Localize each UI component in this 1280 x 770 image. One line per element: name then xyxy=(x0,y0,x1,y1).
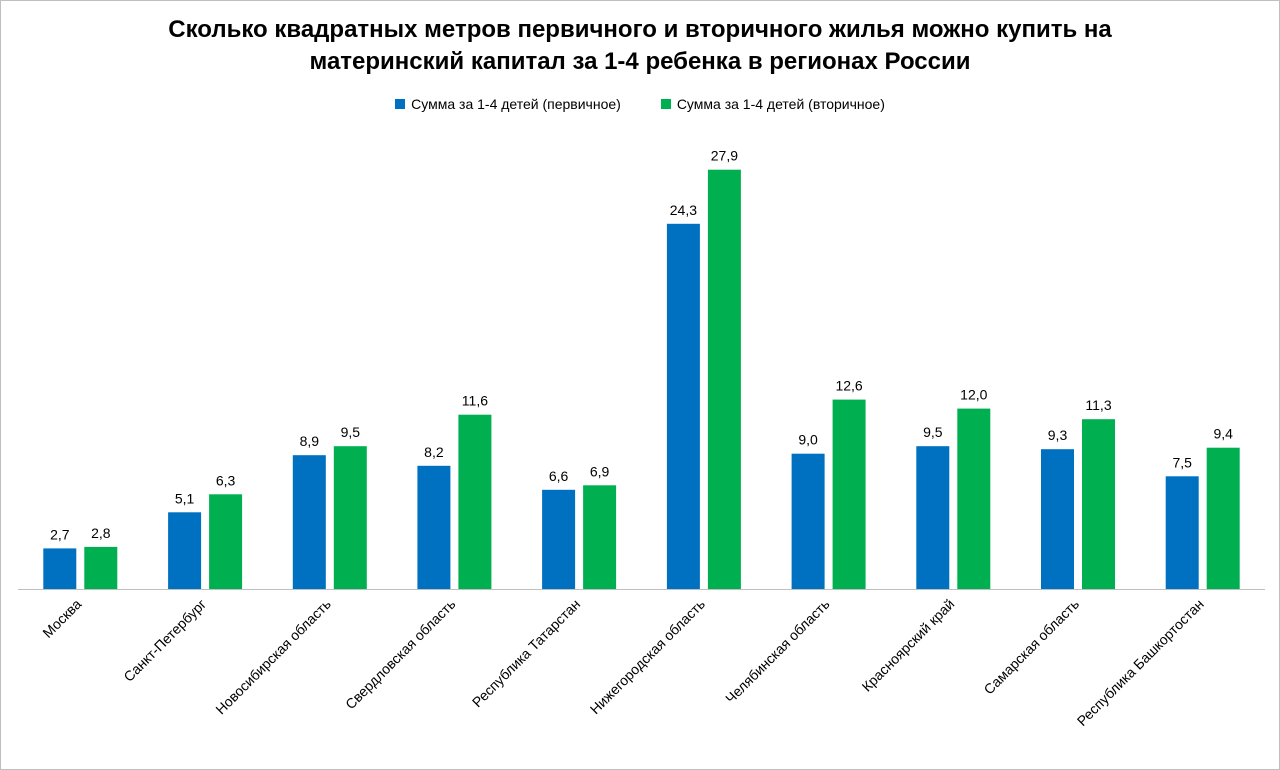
chart-legend: Сумма за 1-4 детей (первичное) Сумма за … xyxy=(0,96,1280,112)
legend-label-secondary: Сумма за 1-4 детей (вторичное) xyxy=(676,96,885,112)
data-label-secondary-4: 6,9 xyxy=(590,463,610,479)
chart-title: Сколько квадратных метров первичного и в… xyxy=(0,14,1280,78)
chart-title-line-1: Сколько квадратных метров первичного и в… xyxy=(168,16,1112,43)
data-label-primary-1: 5,1 xyxy=(175,490,195,506)
legend-item-secondary: Сумма за 1-4 детей (вторичное) xyxy=(660,96,885,112)
category-label-5: Нижегородская область xyxy=(587,596,708,717)
category-label-3: Свердловская область xyxy=(342,596,458,712)
category-label-9: Республика Башкортостан xyxy=(1074,596,1207,729)
legend-label-primary: Сумма за 1-4 детей (первичное) xyxy=(411,96,621,112)
bar-primary-9 xyxy=(1165,476,1199,589)
bar-secondary-6 xyxy=(832,399,866,589)
data-label-primary-9: 7,5 xyxy=(1172,454,1192,470)
category-label-0: Москва xyxy=(39,596,84,641)
legend-swatch-primary xyxy=(395,99,406,109)
data-label-primary-3: 8,2 xyxy=(424,444,444,460)
bar-primary-8 xyxy=(1041,449,1074,589)
data-label-secondary-5: 27,9 xyxy=(711,148,738,164)
data-label-primary-7: 9,5 xyxy=(923,424,943,440)
data-label-secondary-8: 11,3 xyxy=(1085,397,1111,413)
bar-primary-3 xyxy=(417,465,451,589)
bar-secondary-4 xyxy=(583,485,617,589)
bar-secondary-1 xyxy=(209,494,243,589)
bar-secondary-5 xyxy=(707,169,741,589)
data-label-primary-2: 8,9 xyxy=(300,433,320,449)
bar-primary-1 xyxy=(168,512,202,589)
category-label-2: Новосибирская область xyxy=(212,596,334,718)
bar-secondary-8 xyxy=(1082,419,1115,589)
data-label-secondary-3: 11,6 xyxy=(462,393,488,409)
data-label-secondary-1: 6,3 xyxy=(216,472,236,488)
bar-secondary-7 xyxy=(957,408,991,589)
bar-primary-0 xyxy=(43,548,77,589)
legend-item-primary: Сумма за 1-4 детей (первичное) xyxy=(395,96,621,112)
legend-swatch-secondary xyxy=(660,99,671,109)
data-label-secondary-9: 9,4 xyxy=(1213,426,1233,442)
bar-secondary-3 xyxy=(458,414,492,589)
category-label-8: Самарская область xyxy=(980,596,1082,698)
bar-primary-5 xyxy=(666,223,700,590)
category-label-1: Санкт-Петербург xyxy=(120,596,209,685)
data-label-secondary-6: 12,6 xyxy=(835,378,862,394)
bar-primary-6 xyxy=(791,453,825,589)
category-label-7: Красноярский край xyxy=(859,596,958,695)
bar-primary-2 xyxy=(292,455,326,589)
data-label-primary-5: 24,3 xyxy=(670,202,697,218)
data-label-secondary-7: 12,0 xyxy=(960,387,987,403)
category-label-6: Челябинская область xyxy=(722,596,833,707)
data-label-secondary-0: 2,8 xyxy=(91,525,111,541)
data-label-secondary-2: 9,5 xyxy=(341,424,361,440)
chart-title-line-2: материнский капитал за 1-4 ребенка в рег… xyxy=(309,48,971,75)
bar-primary-4 xyxy=(542,489,576,589)
bar-secondary-0 xyxy=(84,546,118,589)
bar-secondary-9 xyxy=(1206,447,1240,589)
data-label-primary-0: 2,7 xyxy=(50,526,70,542)
data-label-primary-6: 9,0 xyxy=(798,432,818,448)
data-label-primary-4: 6,6 xyxy=(549,468,569,484)
data-label-primary-8: 9,3 xyxy=(1048,427,1068,443)
bar-secondary-2 xyxy=(333,446,367,589)
bar-primary-7 xyxy=(916,446,950,589)
category-label-4: Республика Татарстан xyxy=(469,596,583,710)
